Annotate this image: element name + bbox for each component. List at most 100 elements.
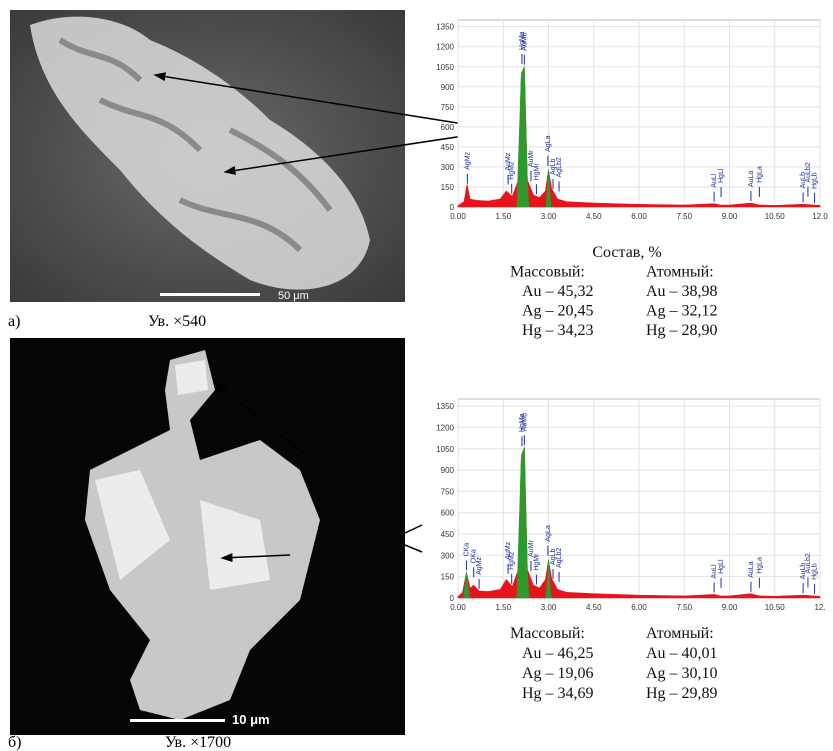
arrow (223, 134, 471, 175)
x-tick-label: 10.50 (765, 212, 786, 221)
peak-label: AgMz (464, 151, 471, 169)
magnification: Ув. ×540 (148, 313, 206, 330)
x-tick-label: 12.0 (812, 212, 828, 221)
y-tick-label: 450 (441, 143, 455, 152)
panel-label: б) (8, 734, 21, 751)
peak-label: HgLa (756, 557, 763, 574)
composition-value: Ag – 20,45 (522, 303, 594, 320)
peak-highlight (463, 572, 470, 599)
y-tick-label: 300 (441, 551, 455, 560)
peak-highlight (516, 447, 530, 599)
x-tick-label: 9.00 (722, 212, 738, 221)
x-tick-label: 0.00 (450, 603, 466, 612)
peak-highlight (545, 169, 552, 208)
x-tick-label: 12. (814, 603, 825, 612)
composition-value: Au – 46,25 (522, 645, 594, 662)
peak-label: AuLa (748, 561, 755, 577)
y-tick-label: 0 (450, 203, 455, 212)
composition-title: Состав, % (592, 244, 661, 261)
x-tick-label: 3.00 (541, 212, 557, 221)
y-tick-label: 750 (441, 103, 455, 112)
peak-highlight (516, 66, 530, 208)
x-tick-label: 6.00 (631, 212, 647, 221)
peak-label: HgMr (533, 553, 540, 571)
peak-label: HgLl (718, 559, 725, 574)
y-tick-label: 450 (441, 530, 455, 539)
y-tick-label: 900 (441, 466, 455, 475)
peak-label: HgLb (812, 172, 819, 189)
peak-label: AuMr (528, 150, 535, 167)
composition-value: Hg – 34,23 (522, 322, 594, 339)
peak-label: AgLa (545, 135, 552, 151)
x-tick-label: 7.50 (676, 212, 692, 221)
peak-label: AuLb2 (805, 553, 812, 573)
scale-bar-label: 50 μm (278, 290, 309, 302)
x-tick-label: 6.00 (631, 603, 647, 612)
y-tick-label: 1200 (436, 423, 454, 432)
peak-label: AuMr (528, 540, 535, 557)
arrow (213, 382, 326, 471)
composition-value: Hg – 28,90 (646, 322, 718, 339)
y-tick-label: 900 (441, 83, 455, 92)
peak-label: AgLb2 (556, 157, 563, 177)
peak-label: AuMb (521, 32, 528, 50)
composition-header: Массовый: (510, 625, 585, 642)
composition-value: Au – 45,32 (522, 283, 594, 300)
y-tick-label: 150 (441, 183, 455, 192)
peak-label: AuLl (711, 173, 718, 187)
composition-value: Au – 40,01 (646, 645, 718, 662)
peak-label: AgLb (550, 548, 557, 564)
x-tick-label: 10.50 (765, 603, 786, 612)
x-tick-label: 1.50 (495, 212, 511, 221)
composition-value: Hg – 29,89 (646, 685, 718, 702)
composition-header: Атомный: (646, 625, 714, 642)
magnification: Ув. ×1700 (165, 734, 231, 751)
peak-label: AuLb (800, 172, 807, 188)
y-tick-label: 1350 (436, 23, 454, 32)
peak-label: AuLb (800, 563, 807, 579)
peak-label: AuMz (505, 541, 512, 559)
peak-label: AuMz (505, 152, 512, 170)
composition-header: Массовый: (510, 264, 585, 281)
peak-label: AgLb2 (556, 548, 563, 568)
x-tick-label: 7.50 (676, 603, 692, 612)
y-tick-label: 1350 (436, 402, 454, 411)
y-tick-label: 600 (441, 509, 455, 518)
arrow (220, 553, 291, 563)
composition-value: Au – 38,98 (646, 283, 718, 300)
composition-header: Атомный: (646, 264, 714, 281)
x-tick-label: 0.00 (450, 212, 466, 221)
x-tick-label: 4.50 (586, 603, 602, 612)
x-tick-label: 9.00 (722, 603, 738, 612)
y-tick-label: 1050 (436, 445, 454, 454)
composition-value: Ag – 30,10 (646, 665, 718, 682)
peak-label: HgLb (812, 563, 819, 580)
peak-label: HgMa (519, 31, 526, 50)
x-tick-label: 3.00 (541, 603, 557, 612)
peak-label: AuLb2 (805, 162, 812, 182)
y-tick-label: 600 (441, 123, 455, 132)
panel-label: а) (8, 313, 20, 330)
y-tick-label: 0 (450, 594, 455, 603)
peak-label: HgMr (533, 163, 540, 181)
peak-label: HgLa (756, 166, 763, 183)
peak-highlight (545, 559, 552, 599)
peak-label: AgLb (550, 159, 557, 175)
y-tick-label: 300 (441, 163, 455, 172)
sem-image-a (10, 10, 405, 302)
peak-label: CKa (463, 543, 470, 557)
peak-label: AuMb (521, 413, 528, 431)
sem-image-b (10, 338, 405, 735)
peak-label: AuLl (711, 564, 718, 578)
y-tick-label: 1050 (436, 63, 454, 72)
peak-label: HgMz (509, 161, 516, 180)
x-tick-label: 1.50 (495, 603, 511, 612)
arrow (153, 72, 471, 126)
peak-label: HgMz (509, 551, 516, 570)
peak-label: AuLa (748, 171, 755, 187)
peak-label: OKa (471, 549, 478, 563)
composition-value: Ag – 32,12 (646, 303, 718, 320)
peak-label: AgLa (545, 525, 552, 541)
y-tick-label: 150 (441, 573, 455, 582)
